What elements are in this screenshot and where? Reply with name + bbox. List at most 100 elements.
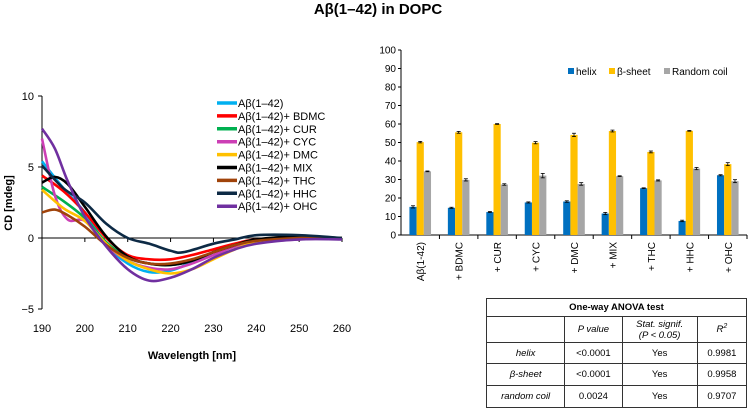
r2-value: 0.9707 [696, 385, 748, 408]
bar-y-tick-label: 50 [385, 138, 397, 149]
row-label: β-sheet [485, 363, 566, 386]
x-tick-label: 260 [333, 323, 351, 335]
legend-label: Aβ(1–42)+ CYC [238, 137, 316, 149]
figure-title: Aβ(1–42) in DOPC [313, 1, 443, 18]
row-label: random coil [485, 385, 566, 408]
y-tick-label: −5 [21, 304, 34, 316]
bar-category-label: + CYC [532, 242, 543, 272]
bar-helix [678, 220, 686, 235]
significance: Yes [621, 342, 698, 364]
bar-helix [486, 212, 494, 235]
cd-series-line [41, 208, 343, 266]
bar-y-tick-label: 10 [385, 212, 397, 223]
x-tick-label: 240 [247, 323, 265, 335]
bar-y-tick-label: 100 [379, 46, 396, 57]
bar-helix [601, 213, 609, 235]
legend-label: Aβ(1–42)+ CUR [238, 124, 317, 136]
bar-helix [640, 188, 648, 235]
bar-category-label: + MIX [608, 242, 619, 269]
header-r: R [716, 324, 724, 336]
bar-helix [447, 207, 456, 235]
x-tick-label: 210 [119, 323, 137, 335]
bar-y-tick-label: 90 [385, 64, 397, 75]
x-tick-label: 190 [33, 323, 51, 335]
header-p-value: P value [564, 316, 623, 343]
bar-randomcoil [692, 168, 701, 235]
bar-y-tick-label: 30 [385, 175, 397, 186]
bar-randomcoil [462, 179, 470, 235]
x-tick-label: 220 [161, 323, 179, 335]
bar-randomcoil [577, 183, 585, 235]
p-value: 0.0024 [564, 385, 623, 408]
bar-category-label: + CUR [493, 242, 504, 272]
anova-table: One-way ANOVA test P value Stat. signif.… [485, 298, 748, 408]
bar-y-tick-label: 80 [385, 83, 397, 94]
bar-legend-swatch [664, 68, 670, 74]
bar-y-tick-label: 20 [385, 194, 397, 205]
legend-label: Aβ(1–42)+ BDMC [238, 111, 325, 123]
bar-category-label: Aβ(1-42) [416, 242, 427, 281]
bar-y-tick-label: 40 [385, 157, 397, 168]
bar-helix [524, 202, 532, 235]
p-value: <0.0001 [564, 342, 623, 364]
bar-category-label: + BDMC [455, 242, 466, 280]
table-title: One-way ANOVA test [486, 298, 747, 317]
p-value: <0.0001 [564, 363, 623, 386]
bar-legend-swatch [568, 68, 574, 74]
header-stat-signif: Stat. signif. (P < 0.05) [621, 316, 698, 343]
bar-randomcoil [654, 180, 662, 235]
bar-legend-swatch [609, 68, 615, 74]
bar-randomcoil [500, 184, 508, 235]
bar-randomcoil [423, 171, 432, 235]
header-stat-signif-line2: (P < 0.05) [638, 329, 681, 341]
y-tick-label: 10 [22, 91, 34, 103]
cd-series-line [40, 127, 343, 283]
bar-randomcoil [539, 175, 547, 235]
bar-sheet [724, 164, 732, 235]
legend-label: Aβ(1–42)+ OHC [238, 201, 317, 213]
bar-category-label: + THC [647, 242, 658, 271]
bar-sheet [570, 134, 578, 235]
bar-y-tick-label: 60 [385, 120, 397, 131]
bar-helix [409, 206, 417, 235]
bar-sheet [608, 131, 617, 235]
legend-label: Aβ(1–42)+ THC [238, 175, 316, 187]
bar-legend-label: helix [576, 67, 597, 78]
legend-label: Aβ(1–42)+ DMC [238, 150, 318, 162]
bar-category-label: + OHC [724, 242, 735, 273]
table-row: random coil 0.0024 Yes 0.9707 [485, 385, 748, 408]
r2-value: 0.9958 [696, 363, 748, 386]
bar-sheet [455, 132, 463, 235]
bar-helix [563, 201, 571, 235]
bar-category-label: + HHC [685, 242, 696, 272]
bar-legend-label: Random coil [672, 67, 728, 78]
header-empty [485, 316, 566, 343]
bar-y-tick-label: 70 [385, 101, 397, 112]
bar-sheet [531, 142, 540, 235]
r2-value: 0.9981 [696, 342, 748, 364]
bar-randomcoil [616, 176, 624, 235]
cd-series-line [41, 164, 343, 254]
header-r-exp: 2 [723, 323, 728, 331]
bar-randomcoil [731, 181, 739, 235]
y-tick-label: 0 [28, 233, 34, 245]
bar-category-label: + DMC [570, 242, 581, 273]
cd-series-line [41, 188, 343, 275]
y-tick-label: 5 [28, 162, 34, 174]
bar-legend-label: β-sheet [617, 67, 651, 78]
row-label: helix [485, 342, 566, 364]
bar-helix [716, 175, 725, 235]
bar-sheet [416, 142, 424, 235]
bar-sheet [647, 151, 655, 235]
table-row: β-sheet <0.0001 Yes 0.9958 [485, 363, 748, 386]
legend-label: Aβ(1–42) [238, 98, 283, 110]
x-tick-label: 200 [76, 323, 94, 335]
x-tick-label: 250 [290, 323, 308, 335]
x-tick-label: 230 [204, 323, 222, 335]
header-stat-signif-line1: Stat. signif. [636, 318, 684, 330]
bar-y-tick-label: 0 [390, 231, 396, 242]
significance: Yes [621, 363, 698, 386]
legend-label: Aβ(1–42)+ MIX [238, 163, 313, 175]
legend-label: Aβ(1–42)+ HHC [238, 188, 317, 200]
